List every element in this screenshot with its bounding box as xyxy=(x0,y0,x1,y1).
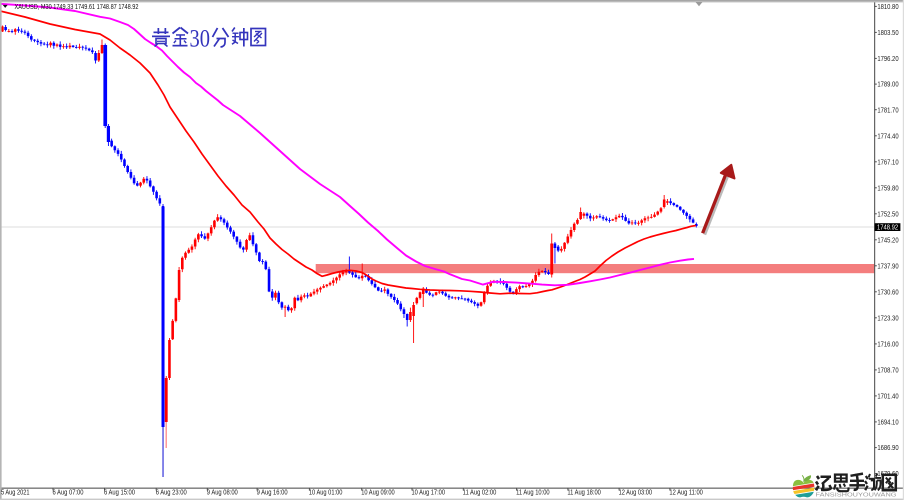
svg-text:1759.80: 1759.80 xyxy=(877,183,898,192)
svg-text:1694.10: 1694.10 xyxy=(877,418,898,427)
svg-text:11 Aug 10:00: 11 Aug 10:00 xyxy=(516,490,550,497)
svg-text:1745.20: 1745.20 xyxy=(877,235,898,244)
svg-text:12 Aug 11:00: 12 Aug 11:00 xyxy=(669,490,703,497)
svg-text:10 Aug 09:00: 10 Aug 09:00 xyxy=(361,490,395,497)
svg-text:1730.60: 1730.60 xyxy=(877,287,898,296)
svg-text:9 Aug 16:00: 9 Aug 16:00 xyxy=(257,490,288,497)
svg-text:30: 30 xyxy=(190,26,211,53)
svg-text:1752.50: 1752.50 xyxy=(877,209,898,218)
svg-text:11 Aug 02:00: 11 Aug 02:00 xyxy=(463,490,497,497)
svg-text:6 Aug 23:00: 6 Aug 23:00 xyxy=(156,490,187,497)
svg-text:1789.00: 1789.00 xyxy=(877,80,898,89)
svg-text:1767.10: 1767.10 xyxy=(877,157,898,166)
svg-text:1803.50: 1803.50 xyxy=(877,28,898,37)
svg-text:6 Aug 07:00: 6 Aug 07:00 xyxy=(53,490,84,497)
svg-text:9 Aug 08:00: 9 Aug 08:00 xyxy=(207,490,238,497)
svg-text:1723.30: 1723.30 xyxy=(877,313,898,322)
svg-text:XAUUSD, M30 1749.33 1749.61 17: XAUUSD, M30 1749.33 1749.61 1748.87 1748… xyxy=(15,2,139,11)
svg-text:1781.70: 1781.70 xyxy=(877,105,898,114)
svg-text:11 Aug 18:00: 11 Aug 18:00 xyxy=(567,490,601,497)
svg-text:1774.40: 1774.40 xyxy=(877,131,898,140)
svg-text:10 Aug 17:00: 10 Aug 17:00 xyxy=(412,490,446,497)
svg-text:1737.90: 1737.90 xyxy=(877,261,898,270)
svg-text:6 Aug 15:00: 6 Aug 15:00 xyxy=(104,490,135,497)
svg-text:1716.00: 1716.00 xyxy=(877,340,898,349)
svg-text:5 Aug 2021: 5 Aug 2021 xyxy=(1,490,30,497)
svg-text:1708.70: 1708.70 xyxy=(877,366,898,375)
svg-text:1748.92: 1748.92 xyxy=(877,223,898,232)
svg-text:1810.80: 1810.80 xyxy=(877,2,898,11)
svg-text:10 Aug 01:00: 10 Aug 01:00 xyxy=(309,490,343,497)
svg-text:FANSISHOUYOUWANG: FANSISHOUYOUWANG xyxy=(816,493,897,499)
svg-text:12 Aug 03:00: 12 Aug 03:00 xyxy=(619,490,653,497)
svg-text:1796.20: 1796.20 xyxy=(877,54,898,63)
svg-text:1686.90: 1686.90 xyxy=(877,443,898,452)
svg-text:1701.40: 1701.40 xyxy=(877,392,898,401)
